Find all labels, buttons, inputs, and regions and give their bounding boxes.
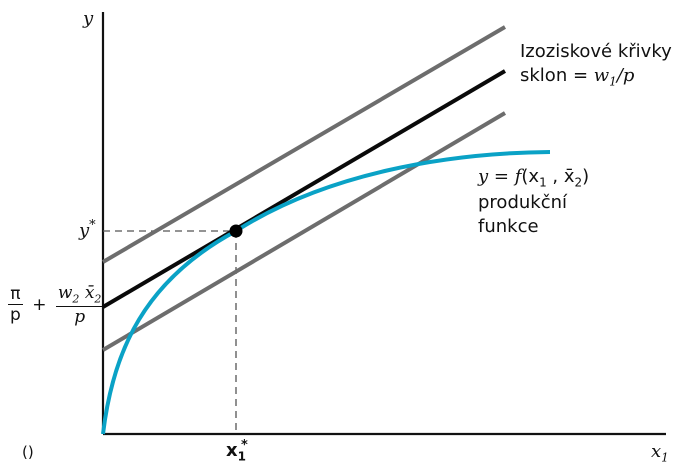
prod-f: f [514, 166, 522, 187]
x-star-text: x [226, 440, 238, 461]
pi-denominator: p [10, 305, 21, 326]
pi-over-p: π p [8, 284, 23, 326]
prod-args-open: (x [521, 166, 540, 187]
pi-numerator: π [8, 284, 23, 306]
x-star-sup: * [240, 438, 248, 453]
prod-comma: , [546, 166, 564, 187]
isoprofit-line-tangent [101, 69, 507, 309]
plus-sign: + [32, 294, 47, 315]
x-star-sub: 1 [237, 449, 246, 464]
isoprofit-title: Izoziskové křivky [520, 41, 672, 62]
prod-eq-prefix: y = [478, 166, 515, 187]
x-axis-label: x1 [651, 441, 669, 465]
y-axis-label: y [83, 8, 93, 30]
y-star-label: y* [79, 218, 96, 242]
intercept-label: π p + w2 x̄2 p [8, 283, 104, 327]
x-axis-label-text: x [651, 441, 662, 462]
slope-w: w [593, 65, 610, 87]
production-annotation: y = f(x1 , x̄2) produkční funkce [478, 165, 589, 239]
figure-caption: () [22, 443, 34, 461]
y-axis-label-text: y [83, 8, 94, 29]
x-star-label: x1* [226, 438, 248, 464]
prod-xbar: x̄ [563, 166, 575, 187]
production-line3: funkce [478, 216, 539, 238]
tangency-point [229, 224, 243, 238]
w-sub: 2 [72, 292, 80, 306]
production-equation: y = f(x1 , x̄2) [478, 165, 589, 191]
isoprofit-line-lower [101, 111, 507, 352]
xbar-symbol: x̄ [84, 283, 95, 303]
prod-args-close: ) [582, 166, 590, 187]
production-line2: produkční [478, 191, 568, 213]
slope-prefix: sklon = [520, 65, 594, 87]
prod-arg-sub1: 1 [539, 175, 547, 190]
y-star-text: y [79, 220, 90, 241]
slope-w-sub: 1 [609, 74, 617, 89]
prod-xbar-sub: 2 [574, 175, 583, 190]
x-axis-label-sub: 1 [661, 450, 669, 465]
caption-text: () [22, 443, 34, 461]
xbar-sub: 2 [94, 292, 102, 306]
w2x2-over-p: w2 x̄2 p [55, 283, 104, 327]
isoprofit-annotation: Izoziskové křivky sklon = w1/p [520, 40, 672, 90]
w2x2-numerator: w2 x̄2 [55, 283, 104, 307]
w-symbol: w [57, 283, 73, 303]
slope-over-p: /p [616, 65, 635, 87]
y-star-sup: * [89, 218, 96, 233]
isoprofit-slope: sklon = w1/p [520, 64, 672, 90]
isoprofit-line-upper [101, 25, 507, 264]
w2x2-denominator: p [74, 306, 86, 327]
